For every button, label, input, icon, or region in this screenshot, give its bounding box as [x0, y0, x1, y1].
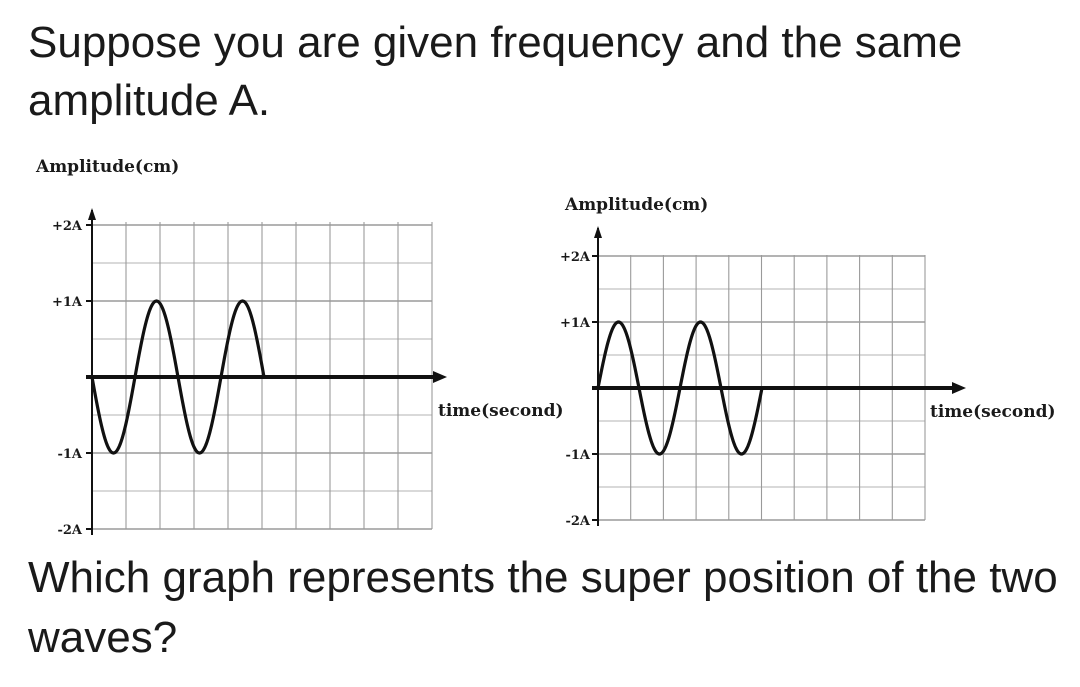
- y-tick-label: +1A: [52, 295, 83, 310]
- y-tick-label: +2A: [560, 250, 591, 265]
- chart-right: +2A +1A -1A -2A Amplitude(cm) time(second): [560, 195, 1056, 529]
- x-axis-arrow: [433, 371, 447, 383]
- y-tick-label: +2A: [52, 219, 83, 234]
- x-axis-arrow: [952, 382, 966, 394]
- y-axis-title: Amplitude(cm): [35, 157, 179, 177]
- y-axis-title: Amplitude(cm): [564, 195, 708, 215]
- y-tick-label: -1A: [57, 447, 82, 462]
- x-axis-title: time(second): [438, 401, 564, 421]
- y-axis-arrow: [88, 208, 96, 220]
- y-tick-label: -1A: [565, 448, 590, 463]
- question-prompt: Which graph represents the super positio…: [28, 553, 1058, 662]
- y-tick-label: +1A: [560, 316, 591, 331]
- y-axis-arrow: [594, 226, 602, 238]
- y-tick-label: -2A: [57, 523, 82, 538]
- question-intro: Suppose you are given frequency and the …: [28, 18, 963, 125]
- y-tick-label: -2A: [565, 514, 590, 529]
- chart-left: +2A +1A -1A -2A Amplitude(cm) time(second): [35, 157, 564, 538]
- x-axis-title: time(second): [930, 402, 1056, 422]
